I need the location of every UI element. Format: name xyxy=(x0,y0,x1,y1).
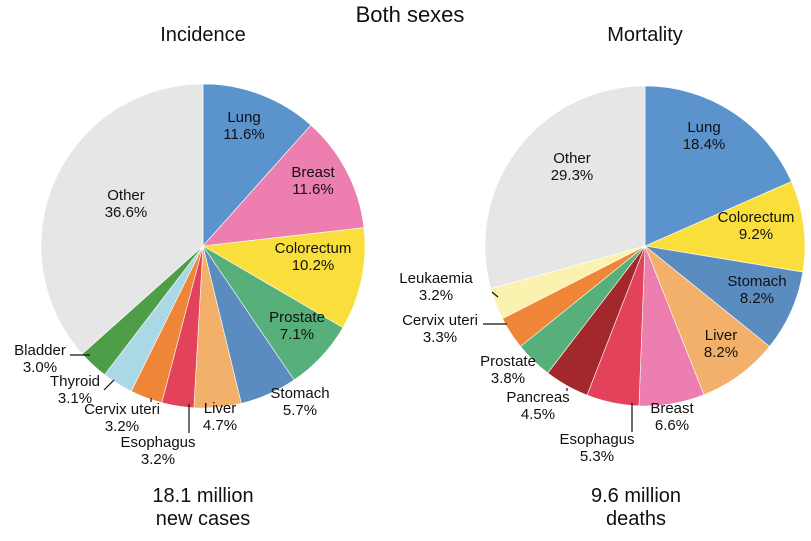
mortality-slice-colorectum xyxy=(643,181,806,273)
incidence-title: Incidence xyxy=(160,24,246,46)
mortality-label-other: Other xyxy=(553,150,591,167)
mortality-label-liver: Liver xyxy=(705,327,738,344)
incidence-leader-thyroid xyxy=(103,379,115,391)
incidence-pct-bladder: 3.0% xyxy=(23,359,57,376)
mortality-pct-stomach: 8.2% xyxy=(740,290,774,307)
mortality-title: Mortality xyxy=(607,24,683,46)
incidence-pct-other: 36.6% xyxy=(105,204,148,221)
incidence-label-liver: Liver xyxy=(204,400,237,417)
mortality-label-pancreas: Pancreas xyxy=(506,389,569,406)
incidence-label-stomach: Stomach xyxy=(270,385,329,402)
mortality-label-prostate: Prostate xyxy=(480,353,536,370)
incidence-slice-lung xyxy=(202,83,312,247)
incidence-pct-thyroid: 3.1% xyxy=(58,390,92,407)
mortality-slice-lung xyxy=(644,85,792,247)
figure-title: Both sexes xyxy=(356,2,465,27)
mortality-pct-other: 29.3% xyxy=(551,167,594,184)
incidence-pct-cervix-uteri: 3.2% xyxy=(105,418,139,435)
incidence-total-caption: new cases xyxy=(156,508,251,530)
mortality-label-colorectum: Colorectum xyxy=(718,209,795,226)
mortality-labels: Lung18.4%Colorectum9.2%Stomach8.2%Liver8… xyxy=(399,119,794,465)
mortality-pct-breast: 6.6% xyxy=(655,417,689,434)
incidence-pct-liver: 4.7% xyxy=(203,417,237,434)
incidence-label-colorectum: Colorectum xyxy=(275,240,352,257)
incidence-pct-breast: 11.6% xyxy=(292,181,333,198)
incidence-label-breast: Breast xyxy=(291,164,335,181)
mortality-label-leukaemia: Leukaemia xyxy=(399,270,473,287)
incidence-pct-lung: 11.6% xyxy=(223,126,264,143)
mortality-label-lung: Lung xyxy=(687,119,720,136)
mortality-leader-leukaemia xyxy=(491,291,499,298)
mortality-pct-cervix-uteri: 3.3% xyxy=(423,329,457,346)
mortality-label-esophagus: Esophagus xyxy=(559,431,634,448)
mortality-total-caption: deaths xyxy=(606,508,666,530)
mortality-label-cervix-uteri: Cervix uteri xyxy=(402,312,478,329)
incidence-pct-prostate: 7.1% xyxy=(280,326,314,343)
incidence-slices xyxy=(40,83,366,409)
incidence-labels: Lung11.6%Breast11.6%Colorectum10.2%Prost… xyxy=(14,109,351,468)
incidence-leader-lines xyxy=(70,354,190,433)
incidence-slice-breast xyxy=(202,124,365,247)
mortality-slices xyxy=(484,85,806,407)
mortality-pct-lung: 18.4% xyxy=(683,136,726,153)
mortality-slice-other xyxy=(484,85,646,290)
incidence-chart: Incidence Lung11.6%Breast11.6%Colorectum… xyxy=(14,24,366,530)
mortality-pct-esophagus: 5.3% xyxy=(580,448,614,465)
incidence-label-esophagus: Esophagus xyxy=(120,434,195,451)
incidence-label-prostate: Prostate xyxy=(269,309,325,326)
incidence-pct-colorectum: 10.2% xyxy=(292,257,335,274)
mortality-pct-leukaemia: 3.2% xyxy=(419,287,453,304)
mortality-label-stomach: Stomach xyxy=(727,273,786,290)
mortality-pct-liver: 8.2% xyxy=(704,344,738,361)
mortality-leader-lines xyxy=(483,291,633,432)
incidence-label-lung: Lung xyxy=(227,109,260,126)
incidence-slice-colorectum xyxy=(202,227,366,329)
incidence-label-thyroid: Thyroid xyxy=(50,373,100,390)
incidence-label-cervix-uteri: Cervix uteri xyxy=(84,401,160,418)
mortality-pct-colorectum: 9.2% xyxy=(739,226,773,243)
mortality-pct-pancreas: 4.5% xyxy=(521,406,555,423)
mortality-total-number: 9.6 million xyxy=(591,485,681,507)
incidence-pct-esophagus: 3.2% xyxy=(141,451,175,468)
incidence-slice-other xyxy=(40,83,204,355)
mortality-pct-prostate: 3.8% xyxy=(491,370,525,387)
incidence-pct-stomach: 5.7% xyxy=(283,402,317,419)
mortality-label-breast: Breast xyxy=(650,400,694,417)
incidence-label-other: Other xyxy=(107,187,145,204)
incidence-total-number: 18.1 million xyxy=(152,485,253,507)
incidence-label-bladder: Bladder xyxy=(14,342,66,359)
